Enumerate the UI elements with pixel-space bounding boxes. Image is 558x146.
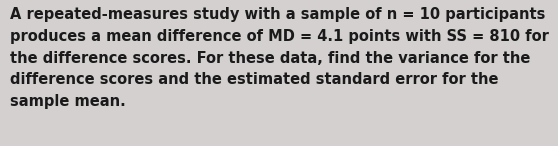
Text: A repeated-measures study with a sample of n = 10 participants
produces a mean d: A repeated-measures study with a sample …: [10, 7, 549, 109]
